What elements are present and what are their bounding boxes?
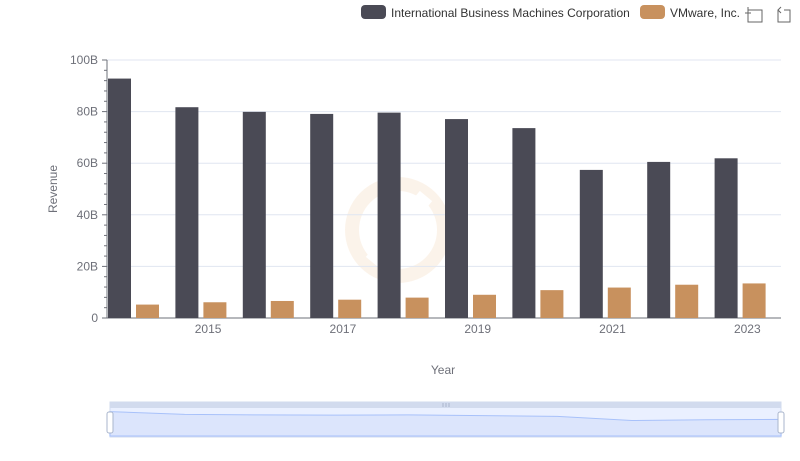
bar-ibm-2018[interactable]: [377, 112, 401, 318]
y-tick-label: 100B: [70, 53, 98, 67]
bars: [108, 78, 766, 319]
bar-vmware-2023[interactable]: [742, 283, 766, 318]
bar-ibm-2023[interactable]: [714, 158, 738, 318]
legend[interactable]: International Business Machines Corporat…: [361, 5, 740, 20]
legend-item-ibm[interactable]: International Business Machines Corporat…: [361, 5, 630, 20]
y-tick-label: 20B: [77, 259, 98, 273]
legend-label-ibm: International Business Machines Corporat…: [391, 6, 630, 20]
x-axis: 2015 2017 2019 2021 2023: [107, 317, 781, 336]
y-tick-label: 80B: [77, 105, 98, 119]
zoom-icon[interactable]: [745, 7, 763, 23]
bar-ibm-2016[interactable]: [242, 111, 266, 318]
bar-vmware-2019[interactable]: [473, 294, 496, 318]
bar-ibm-2020[interactable]: [512, 128, 536, 318]
data-zoom-selection: [110, 408, 781, 437]
x-axis-title: Year: [431, 363, 455, 377]
data-zoom-grip-icon[interactable]: [442, 403, 450, 407]
bar-ibm-2022[interactable]: [647, 161, 671, 318]
bar-ibm-2014[interactable]: [108, 78, 131, 319]
x-tick-label: 2015: [195, 322, 222, 336]
bar-ibm-2021[interactable]: [579, 169, 603, 318]
y-tick-label: 60B: [77, 156, 98, 170]
data-zoom-handle-left[interactable]: [106, 411, 114, 434]
bar-vmware-2017[interactable]: [338, 299, 362, 318]
bar-vmware-2016[interactable]: [270, 300, 294, 318]
restore-icon[interactable]: [777, 6, 791, 23]
data-zoom-handle-right[interactable]: [777, 411, 785, 434]
legend-swatch-ibm: [361, 5, 386, 19]
bar-ibm-2019[interactable]: [445, 119, 468, 318]
bar-vmware-2018[interactable]: [405, 297, 429, 318]
x-tick-label: 2023: [734, 322, 761, 336]
x-tick-label: 2019: [464, 322, 491, 336]
legend-swatch-vmware: [640, 5, 665, 19]
bar-vmware-2021[interactable]: [607, 287, 631, 318]
legend-item-vmware[interactable]: VMware, Inc.: [640, 5, 740, 20]
y-axis-title: Revenue: [46, 165, 60, 213]
bar-vmware-2014[interactable]: [136, 304, 159, 318]
grid: [107, 59, 781, 319]
x-tick-label: 2017: [330, 322, 357, 336]
data-zoom-slider[interactable]: [106, 401, 785, 438]
x-tick-label: 2021: [599, 322, 626, 336]
bar-vmware-2022[interactable]: [675, 284, 699, 318]
y-axis: 0 20B 40B 60B 80B 100B: [70, 53, 108, 325]
bar-vmware-2020[interactable]: [540, 290, 564, 318]
bar-ibm-2017[interactable]: [310, 113, 334, 318]
bar-ibm-2015[interactable]: [175, 107, 199, 319]
legend-label-vmware: VMware, Inc.: [670, 6, 740, 20]
bar-vmware-2015[interactable]: [203, 302, 227, 318]
y-tick-label: 40B: [77, 208, 98, 222]
y-tick-label: 0: [91, 311, 98, 325]
